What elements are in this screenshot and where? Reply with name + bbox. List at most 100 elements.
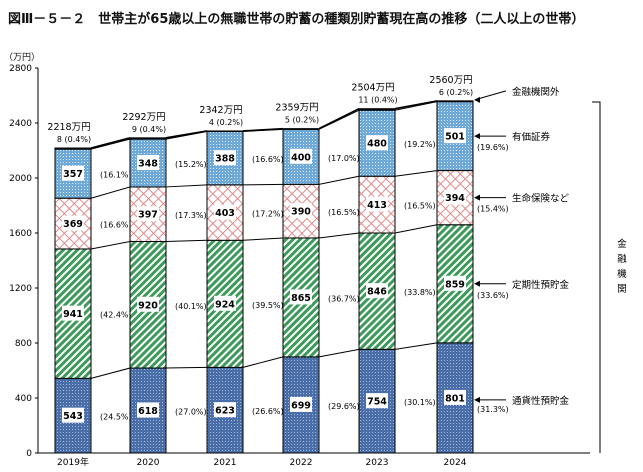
arrow-icon [474, 194, 480, 201]
connector-line [90, 137, 131, 149]
connector-line [394, 224, 438, 234]
value-label-bg [366, 135, 388, 151]
legend-label: 金融機関外 [512, 86, 560, 98]
bracket-label: 金 [617, 238, 627, 250]
connector-line [318, 175, 360, 185]
share-label: (16.6%) [252, 155, 284, 164]
value-label-bg [290, 203, 312, 219]
connector-line [165, 184, 208, 188]
bracket-label: 関 [617, 284, 627, 295]
y-tick-label: 1200 [9, 284, 32, 294]
y-tick-label: 1600 [9, 229, 32, 239]
value-label: 699 [291, 400, 311, 411]
value-label: 924 [215, 299, 235, 310]
value-label-bg [444, 389, 466, 405]
connector-line [318, 107, 360, 130]
value-label-bg [214, 295, 236, 311]
value-label: 400 [291, 152, 311, 163]
connector-line [394, 101, 438, 111]
connector-line [394, 170, 438, 177]
value-label: 348 [138, 159, 158, 170]
x-tick-label: 2019年 [57, 456, 89, 468]
value-label-bg [214, 204, 236, 220]
bracket-label: 機 [617, 268, 627, 280]
value-label-bg [62, 165, 84, 181]
connector-line [90, 138, 131, 150]
value-label-bg [214, 402, 236, 418]
value-label: 859 [445, 279, 465, 290]
value-label-bg [290, 396, 312, 412]
bar-segment [436, 100, 474, 103]
bar-segment [129, 137, 167, 140]
value-label: 920 [138, 300, 158, 311]
share-label: (15.2%) [175, 160, 207, 169]
y-tick-label: 2400 [9, 119, 32, 129]
value-label-bg [137, 206, 159, 222]
outside-label: 8 (0.4%) [57, 135, 91, 144]
connector-line [242, 237, 284, 241]
share-label: (17.0%) [328, 154, 360, 163]
value-label-bg [290, 148, 312, 164]
outside-label: 6 (0.2%) [439, 88, 473, 97]
value-label-bg [137, 296, 159, 312]
total-label: 2218万円 [47, 122, 90, 133]
share-label: (16.5%) [328, 208, 360, 217]
share-label: (16.1%) [100, 171, 132, 180]
share-label: (39.5%) [252, 301, 284, 310]
bar-segment [358, 108, 396, 111]
value-label-bg [444, 189, 466, 205]
value-label: 801 [445, 393, 465, 404]
value-label: 390 [291, 207, 311, 218]
value-label: 865 [291, 293, 311, 304]
share-label: (16.5%) [404, 202, 436, 211]
share-label: (16.6%) [100, 221, 132, 230]
chart-title: 図Ⅲ－５－２ 世帯主が65歳以上の無職世帯の貯蓄の種類別貯蓄現在高の推移（二人以… [8, 12, 585, 27]
legend-label: 定期性預貯金 [512, 279, 570, 291]
share-label: (17.3%) [175, 211, 207, 220]
connector-line [90, 186, 131, 199]
outside-label: 5 (0.2%) [285, 116, 319, 125]
value-label-bg [214, 150, 236, 166]
total-label: 2342万円 [199, 105, 242, 116]
value-label: 501 [445, 132, 465, 143]
legend-label: 有価証券 [512, 131, 551, 143]
arrow-icon [474, 133, 480, 140]
arrow-icon [474, 96, 480, 103]
value-label-bg [137, 402, 159, 418]
y-tick-label: 2000 [9, 174, 32, 184]
legend-arrow-line [477, 90, 507, 100]
connector-line [242, 356, 284, 368]
connector-line [90, 367, 131, 379]
value-label-bg [137, 155, 159, 171]
connector-line [165, 130, 208, 139]
share-label: (30.1%) [404, 398, 436, 407]
share-label: (24.5%) [100, 413, 132, 422]
outside-label: 4 (0.2%) [209, 118, 243, 127]
total-label: 2292万円 [122, 112, 165, 123]
share-label: (19.6%) [477, 143, 509, 152]
total-label: 2504万円 [351, 83, 394, 94]
value-label: 388 [215, 154, 235, 165]
y-tick-label: 0 [26, 449, 32, 459]
y-axis-unit: （万円） [4, 53, 41, 63]
value-label: 623 [215, 406, 235, 417]
x-tick-label: 2022 [290, 458, 313, 468]
outside-label: 9 (0.4%) [132, 125, 166, 134]
value-label: 394 [445, 193, 465, 204]
x-tick-label: 2024 [444, 458, 467, 468]
y-tick-label: 400 [15, 394, 32, 404]
total-label: 2560万円 [429, 75, 472, 86]
share-label: (17.2%) [252, 210, 284, 219]
connector-line [90, 241, 131, 250]
value-label: 846 [367, 287, 387, 298]
value-label-bg [444, 275, 466, 291]
bar-segment [282, 128, 320, 130]
bracket [592, 101, 601, 453]
value-label: 941 [63, 309, 83, 320]
connector-line [242, 127, 284, 132]
connector-line [165, 239, 208, 243]
value-label-bg [62, 215, 84, 231]
y-tick-label: 2800 [9, 64, 32, 74]
value-label: 754 [367, 397, 387, 408]
